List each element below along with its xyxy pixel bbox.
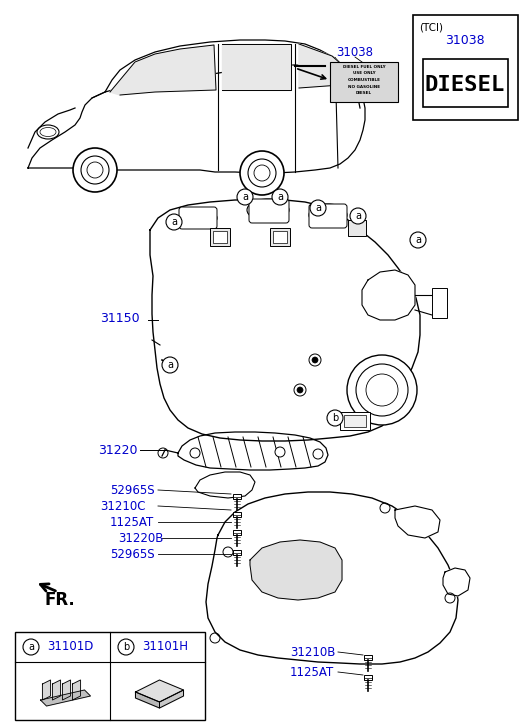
Polygon shape	[135, 692, 159, 708]
Text: DIESEL: DIESEL	[425, 75, 505, 95]
Text: 1125AT: 1125AT	[110, 515, 154, 529]
Bar	[233, 494, 241, 499]
Circle shape	[240, 151, 284, 195]
Polygon shape	[250, 540, 342, 600]
Circle shape	[410, 232, 426, 248]
Polygon shape	[40, 690, 90, 706]
Polygon shape	[42, 680, 50, 700]
Circle shape	[327, 410, 343, 426]
Polygon shape	[178, 432, 328, 470]
Bar	[270, 228, 290, 246]
Circle shape	[190, 448, 200, 458]
Text: COMBUSTIBLE: COMBUSTIBLE	[347, 78, 381, 82]
Bar	[273, 231, 287, 243]
Polygon shape	[299, 44, 354, 88]
Bar	[15, 632, 205, 720]
Polygon shape	[150, 200, 420, 441]
Text: NO GASOLINE: NO GASOLINE	[348, 84, 380, 89]
Circle shape	[237, 189, 253, 205]
Text: a: a	[277, 192, 283, 202]
FancyBboxPatch shape	[309, 204, 347, 228]
Circle shape	[310, 200, 326, 216]
Polygon shape	[28, 65, 365, 173]
Bar	[344, 415, 366, 427]
Polygon shape	[63, 680, 71, 700]
Bar	[233, 530, 241, 535]
Bar	[233, 512, 241, 517]
Bar	[432, 288, 447, 318]
Text: 52965S: 52965S	[110, 483, 155, 497]
Polygon shape	[362, 270, 415, 320]
Polygon shape	[195, 472, 255, 498]
Circle shape	[118, 639, 134, 655]
Polygon shape	[53, 680, 61, 700]
Text: a: a	[355, 211, 361, 221]
Text: 31101D: 31101D	[47, 640, 93, 654]
Polygon shape	[135, 680, 184, 702]
Text: USE ONLY: USE ONLY	[353, 71, 375, 76]
Text: 31210B: 31210B	[290, 646, 336, 659]
Circle shape	[272, 189, 288, 205]
Text: 31220: 31220	[98, 443, 138, 457]
Bar	[364, 675, 372, 680]
Bar	[330, 62, 398, 102]
Text: b: b	[332, 413, 338, 423]
Text: 31150: 31150	[100, 311, 140, 324]
Text: 52965S: 52965S	[110, 547, 155, 561]
Text: 1125AT: 1125AT	[290, 665, 334, 678]
Polygon shape	[395, 506, 440, 538]
Circle shape	[23, 639, 39, 655]
FancyBboxPatch shape	[179, 207, 217, 229]
Text: a: a	[171, 217, 177, 227]
Text: DIESEL FUEL ONLY: DIESEL FUEL ONLY	[342, 65, 386, 69]
Text: (TCI): (TCI)	[419, 22, 443, 32]
Bar	[413, 15, 518, 120]
Polygon shape	[110, 45, 216, 95]
Circle shape	[162, 357, 178, 373]
Text: a: a	[315, 203, 321, 213]
Bar	[423, 59, 508, 107]
Text: 31038: 31038	[445, 34, 485, 47]
Text: 31101H: 31101H	[142, 640, 188, 654]
FancyBboxPatch shape	[249, 199, 289, 223]
Polygon shape	[206, 492, 458, 664]
Bar	[233, 550, 241, 555]
Polygon shape	[443, 568, 470, 596]
Circle shape	[350, 208, 366, 224]
Circle shape	[73, 148, 117, 192]
Circle shape	[347, 355, 417, 425]
Circle shape	[312, 357, 318, 363]
Text: a: a	[28, 642, 34, 652]
Bar	[348, 220, 366, 236]
Text: b: b	[123, 642, 129, 652]
Text: 31038: 31038	[337, 46, 373, 58]
Circle shape	[275, 447, 285, 457]
Text: a: a	[167, 360, 173, 370]
Circle shape	[297, 387, 303, 393]
Bar	[213, 231, 227, 243]
Polygon shape	[159, 690, 184, 708]
Polygon shape	[73, 680, 81, 700]
Text: a: a	[415, 235, 421, 245]
Text: FR.: FR.	[45, 591, 76, 609]
Text: 31210C: 31210C	[100, 499, 145, 513]
Text: 31220B: 31220B	[118, 531, 164, 545]
Bar	[364, 655, 372, 660]
Circle shape	[166, 214, 182, 230]
Text: a: a	[242, 192, 248, 202]
Bar	[210, 228, 230, 246]
Polygon shape	[222, 44, 291, 90]
Circle shape	[313, 449, 323, 459]
Bar	[340, 412, 370, 430]
Text: DIESEL: DIESEL	[356, 91, 372, 95]
